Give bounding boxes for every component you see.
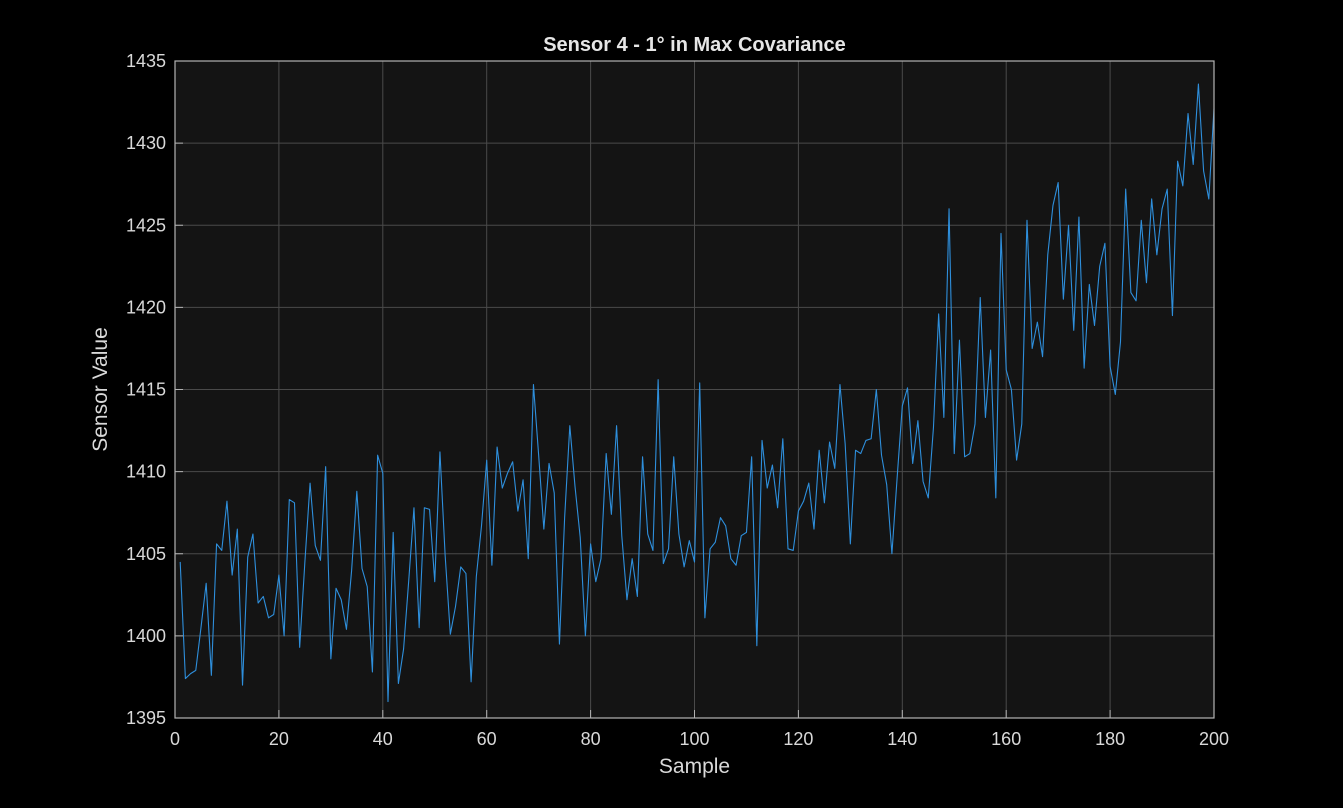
x-tick-label: 20 — [269, 729, 289, 749]
x-tick-label: 100 — [679, 729, 709, 749]
x-axis-ticks: 0 20 40 60 80 100 120 140 160 180 200 — [170, 710, 1229, 749]
series-line — [179, 83, 1215, 703]
x-tick-label: 160 — [991, 729, 1021, 749]
y-tick-label: 1400 — [126, 626, 166, 646]
y-axis-ticks: 1395 1400 1405 1410 1415 1420 1425 1430 1435 — [126, 51, 183, 728]
x-tick-label: 180 — [1095, 729, 1125, 749]
y-tick-label: 1410 — [126, 462, 166, 482]
x-tick-label: 0 — [170, 729, 180, 749]
y-tick-label: 1415 — [126, 380, 166, 400]
x-tick-label: 80 — [581, 729, 601, 749]
x-tick-label: 40 — [373, 729, 393, 749]
y-tick-label: 1430 — [126, 133, 166, 153]
y-tick-label: 1405 — [126, 544, 166, 564]
y-tick-label: 1435 — [126, 51, 166, 71]
x-tick-label: 60 — [477, 729, 497, 749]
y-tick-label: 1395 — [126, 708, 166, 728]
x-axis-label: Sample — [659, 755, 730, 778]
y-axis-label: Sensor Value — [89, 327, 112, 452]
y-tick-label: 1425 — [126, 215, 166, 235]
y-tick-label: 1420 — [126, 297, 166, 317]
x-tick-label: 140 — [887, 729, 917, 749]
x-tick-label: 120 — [783, 729, 813, 749]
x-tick-label: 200 — [1199, 729, 1229, 749]
chart-title: Sensor 4 - 1° in Max Covariance — [543, 34, 846, 56]
